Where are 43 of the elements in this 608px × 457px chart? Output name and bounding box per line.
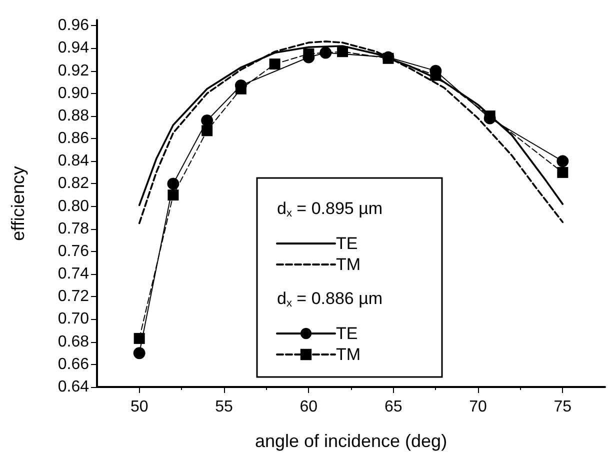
point bbox=[269, 58, 280, 70]
y-tick-label: 0.96 bbox=[58, 17, 90, 34]
legend-label: TM bbox=[336, 255, 361, 274]
point bbox=[320, 46, 332, 59]
x-tick-label: 50 bbox=[130, 398, 148, 416]
point bbox=[167, 178, 180, 190]
y-tick-label: 0.78 bbox=[58, 220, 90, 238]
y-tick-label: 0.72 bbox=[58, 288, 90, 306]
y-tick-label: 0.84 bbox=[58, 152, 90, 170]
point bbox=[235, 83, 246, 94]
y-axis-title: efficiency bbox=[8, 166, 28, 241]
y-tick-label: 0.68 bbox=[58, 333, 90, 350]
y-tick-label: 0.70 bbox=[58, 310, 90, 328]
x-tick-label: 75 bbox=[554, 398, 572, 416]
y-tick-label: 0.76 bbox=[58, 242, 90, 260]
point bbox=[202, 125, 213, 136]
point bbox=[303, 48, 314, 60]
x-tick-label: 65 bbox=[384, 398, 402, 416]
x-axis-title: angle of incidence (deg) bbox=[254, 431, 448, 451]
point bbox=[556, 155, 569, 168]
point bbox=[134, 332, 145, 344]
y-tick-label: 0.90 bbox=[58, 84, 90, 102]
point bbox=[557, 166, 568, 178]
y-tick-label: 0.86 bbox=[58, 130, 90, 148]
x-tick-label: 55 bbox=[215, 398, 233, 416]
y-tick-label: 0.66 bbox=[58, 356, 90, 373]
y-tick-label: 0.94 bbox=[58, 40, 90, 57]
x-tick-label: 60 bbox=[300, 398, 318, 416]
point bbox=[484, 110, 496, 122]
y-tick-label: 0.92 bbox=[58, 62, 90, 80]
legend-label: TM bbox=[336, 345, 361, 364]
point bbox=[133, 347, 146, 360]
y-tick-label: 0.74 bbox=[58, 266, 90, 283]
x-tick-label: 70 bbox=[469, 398, 487, 416]
y-tick-label: 0.64 bbox=[58, 378, 90, 396]
legend-label: TE bbox=[336, 234, 358, 253]
point bbox=[337, 46, 348, 58]
y-tick-label: 0.88 bbox=[58, 107, 90, 124]
point bbox=[168, 190, 179, 201]
legend-label: TE bbox=[336, 324, 358, 343]
point bbox=[201, 114, 214, 126]
y-tick-label: 0.82 bbox=[58, 175, 90, 192]
y-tick-label: 0.80 bbox=[58, 198, 90, 215]
